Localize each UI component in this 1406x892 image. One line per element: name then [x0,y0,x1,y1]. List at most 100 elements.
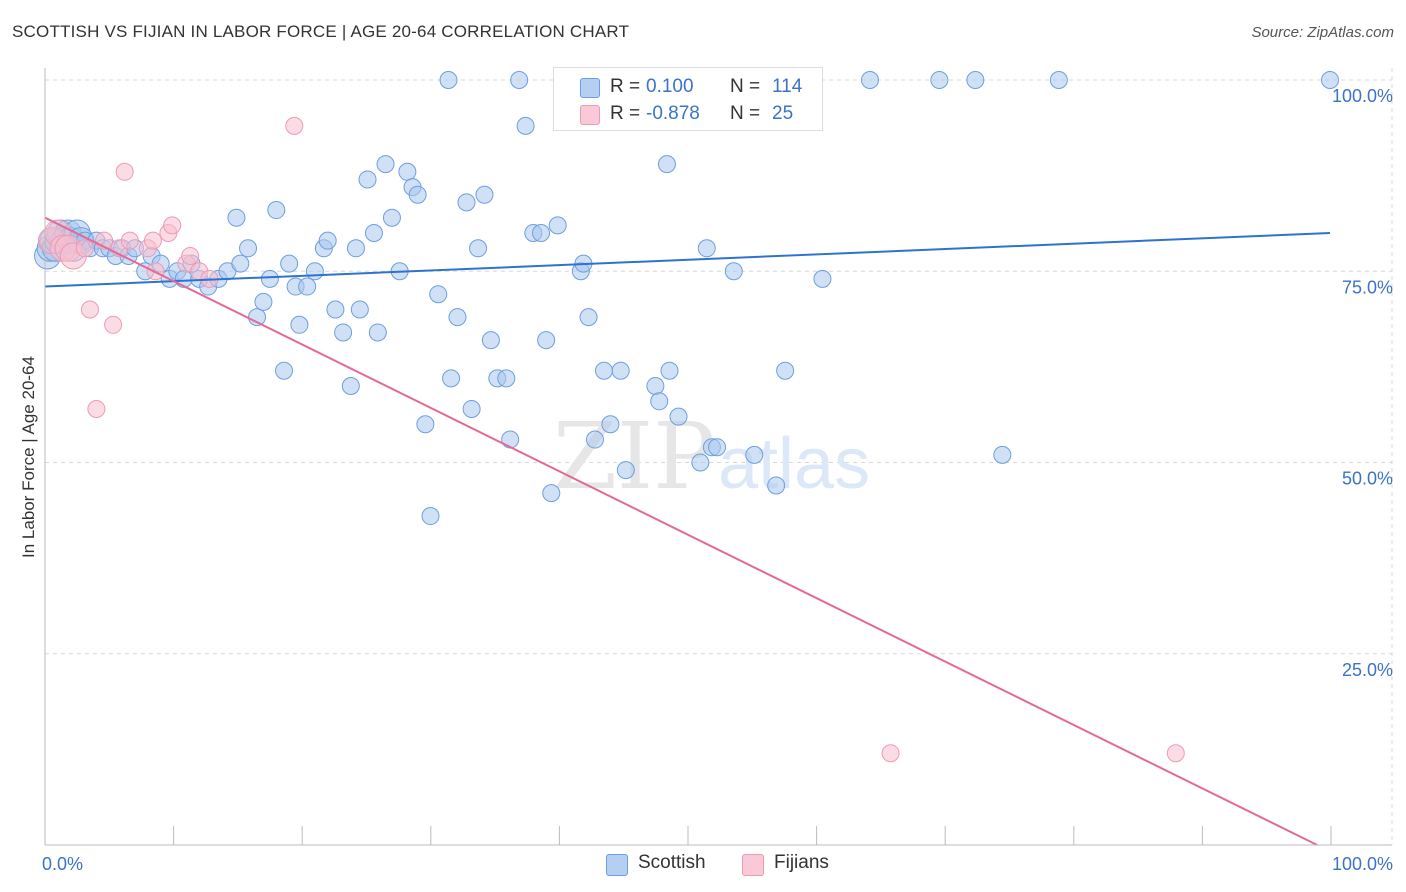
scottish-point [776,361,795,380]
fijian-point [75,239,94,258]
watermark-zip: ZIP [553,403,715,510]
scottish-point [290,315,309,334]
scottish-point [469,239,488,258]
scottish-point [650,392,669,411]
legend-r-value-scottish: 0.100 [646,76,694,97]
legend-n-value-fijians: 25 [772,103,794,124]
fijian-point [120,231,139,250]
scottish-point [398,162,417,181]
legend-r-label: R = [610,76,641,97]
trend-layer [44,216,1331,846]
scottish-point [611,361,630,380]
scottish-point [548,216,567,235]
scottish-point [382,208,401,227]
bottom-legend-label-scottish: Scottish [638,852,706,873]
scottish-point [532,224,551,242]
scottish-point [1049,71,1068,89]
scottish-point [457,193,476,212]
scottish-point [646,377,665,395]
points-layer [34,71,1339,763]
scottish-point [267,201,286,220]
scottish-point [462,399,481,418]
scottish-point [318,231,337,250]
scottish-point [231,254,250,273]
y-tick-label: 50.0% [1342,469,1393,489]
scottish-point [448,308,467,327]
scottish-point [1321,71,1339,89]
scottish-point [442,369,461,388]
legend-n-label: N = [730,76,761,97]
fijian-point [181,246,200,265]
bottom-legend-label-fijians: Fijians [774,852,829,873]
scottish-point [697,239,716,258]
legend-swatch-fijians [580,105,600,125]
scottish-point [260,269,279,288]
scottish-point [585,430,604,449]
scottish-point [174,269,193,288]
y-tick-label: 25.0% [1342,660,1393,680]
scottish-point [930,71,949,89]
scottish-point [691,453,710,472]
scottish-point [993,445,1012,464]
scottish-point [421,507,440,526]
fijian-point [104,315,123,334]
correlation-legend: R = 0.100 N = 114 R = -0.878 N = 25 [553,67,823,131]
scottish-point [239,239,258,258]
legend-r-label: R = [610,103,641,124]
scottish-point [542,484,561,503]
legend-swatch-scottish [580,78,600,98]
scottish-point [416,415,435,434]
y-tick-label: 75.0% [1342,277,1393,297]
scottish-point [537,331,556,350]
scottish-point [516,116,535,135]
scottish-point [326,300,345,319]
fijian-point [1166,744,1185,763]
scottish-point [724,262,743,281]
scottish-point [334,323,353,342]
scottish-point [501,430,520,449]
scottish-point [298,277,317,296]
fijian-point [163,216,182,235]
scottish-point [497,369,516,388]
scottish-point [346,239,365,258]
bottom-legend-swatch-fijians [742,854,764,876]
scottish-point [660,361,679,380]
scottish-point [439,71,458,89]
scottish-point [408,185,427,204]
legend-r-value-fijians: -0.878 [646,103,700,124]
scottish-point [350,300,369,319]
x-tick-label: 100.0% [1332,854,1393,874]
scottish-point [280,254,299,273]
scottish-point [341,377,360,395]
legend-n-value-scottish: 114 [772,76,803,97]
fijian-point [87,399,106,418]
scottish-point [368,323,387,342]
scottish-point [745,445,764,464]
scottish-trend-line [44,232,1331,288]
scottish-point [669,407,688,426]
scottish-point [966,71,985,89]
scottish-point [376,155,395,174]
scottish-point [601,415,620,434]
scottish-point [305,262,324,281]
scottish-point [364,224,383,242]
scottish-point [579,308,598,327]
fijian-point [285,116,304,135]
y-axis-label: In Labor Force | Age 20-64 [19,356,38,558]
chart-title: SCOTTISH VS FIJIAN IN LABOR FORCE | AGE … [12,22,630,41]
scottish-point [657,155,676,174]
y-tick-label: 100.0% [1332,86,1393,106]
axis-layer: 25.0% 50.0% 75.0% 100.0% 0.0% 100.0% [42,68,1393,874]
scottish-point [708,438,727,457]
watermark-atlas: atlas [718,424,870,504]
scottish-point [767,476,786,495]
chart-source: Source: ZipAtlas.com [1251,24,1394,41]
scottish-point [510,71,529,89]
scottish-point [475,185,494,204]
scottish-point [227,208,246,227]
fijian-point [80,300,99,319]
fijian-trend-line [44,216,1318,846]
scottish-point [481,331,500,350]
scottish-point [594,361,613,380]
